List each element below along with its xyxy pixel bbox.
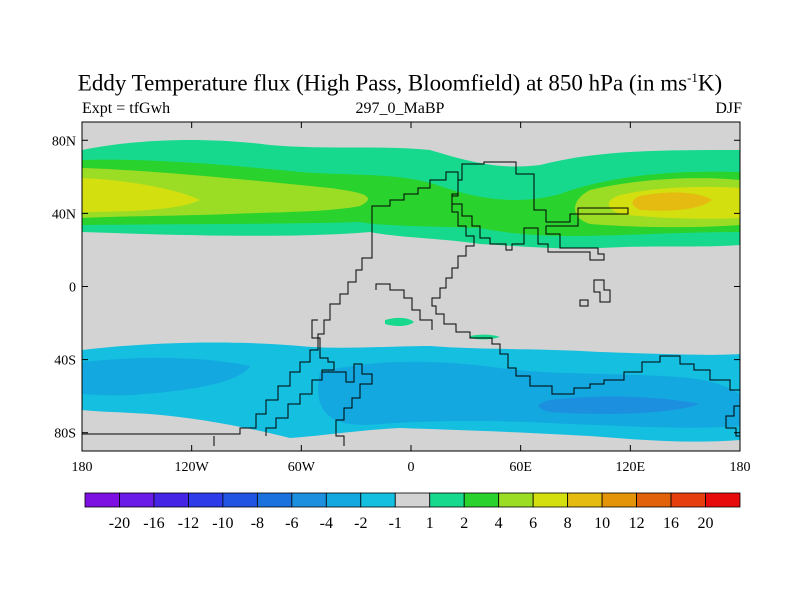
lon-tick-label: 120W	[175, 460, 210, 475]
colorbar-swatch	[670, 492, 706, 508]
plot-title: Eddy Temperature flux (High Pass, Bloomf…	[77, 70, 723, 96]
colorbar-label: 20	[698, 515, 714, 532]
colorbar-label: 4	[495, 515, 503, 532]
colorbar-label: -20	[109, 515, 130, 532]
colorbar-swatch	[636, 492, 672, 508]
coastlines	[82, 161, 740, 446]
colorbar-label: 12	[629, 515, 645, 532]
colorbar-label: 8	[564, 515, 572, 532]
colorbar-swatch	[188, 492, 224, 508]
run-id-label: 297_0_MaBP	[355, 100, 445, 117]
colorbar-swatch	[498, 492, 534, 508]
lat-tick-label: 40N	[52, 207, 76, 222]
colorbar-label: -8	[251, 515, 264, 532]
colorbar-swatch	[291, 492, 327, 508]
experiment-label: Expt = tfGwh	[82, 100, 171, 117]
lat-tick-label: 80N	[52, 134, 76, 149]
colorbar-swatch	[532, 492, 569, 508]
colorbar-swatch	[463, 492, 500, 508]
map-field	[82, 122, 740, 451]
season-label: DJF	[715, 100, 742, 117]
nh-flux-band-4	[82, 178, 740, 219]
colorbar-swatch	[256, 492, 293, 508]
lat-tick-label: 80S	[54, 427, 76, 442]
nh-flux-core	[632, 192, 712, 211]
colorbar-swatch	[567, 492, 603, 508]
colorbar-label: -12	[178, 515, 199, 532]
colorbar-label: -10	[212, 515, 233, 532]
longitude-axis: 180 120W 60W 0 60E 120E 180	[72, 122, 751, 475]
lon-tick-label: 0	[408, 460, 415, 475]
colorbar-swatch	[119, 492, 155, 508]
colorbar-swatch	[601, 492, 637, 508]
colorbar-label: 1	[426, 515, 434, 532]
colorbar-swatch	[394, 492, 431, 508]
colorbar-swatch	[84, 492, 120, 508]
lon-tick-label: 120E	[616, 460, 646, 475]
colorbar-swatch	[222, 492, 258, 508]
colorbar-label: 16	[663, 515, 679, 532]
colorbar-swatch	[429, 492, 465, 508]
colorbar-label: -16	[143, 515, 164, 532]
lon-tick-label: 180	[72, 460, 93, 475]
colorbar-swatch	[153, 492, 189, 508]
lon-tick-label: 180	[730, 460, 751, 475]
colorbar-label: -6	[285, 515, 298, 532]
lat-tick-label: 0	[69, 281, 76, 296]
colorbar-swatch	[360, 492, 396, 508]
colorbar-label: -2	[354, 515, 367, 532]
sh-flux-core	[538, 396, 700, 414]
colorbar-label: 6	[529, 515, 537, 532]
colorbar-swatch	[705, 492, 741, 508]
lat-tick-label: 40S	[54, 354, 76, 369]
lon-tick-label: 60E	[509, 460, 532, 475]
colorbar-label: -1	[389, 515, 402, 532]
colorbar-swatch	[325, 492, 362, 508]
colorbar: -20 -16 -12 -10 -8 -6 -4 -2 -1 1 2 4 6 8 10 12 16 20	[84, 492, 741, 532]
colorbar-label: 10	[594, 515, 610, 532]
colorbar-label: 2	[460, 515, 468, 532]
nh-flux-band-3	[82, 168, 740, 228]
nh-flux-band-2	[82, 159, 740, 236]
lon-tick-label: 60W	[288, 460, 316, 475]
colorbar-label: -4	[320, 515, 333, 532]
latitude-axis: 80N 40N 0 40S 80S	[52, 134, 740, 442]
equatorial-flux-patch	[385, 317, 500, 340]
